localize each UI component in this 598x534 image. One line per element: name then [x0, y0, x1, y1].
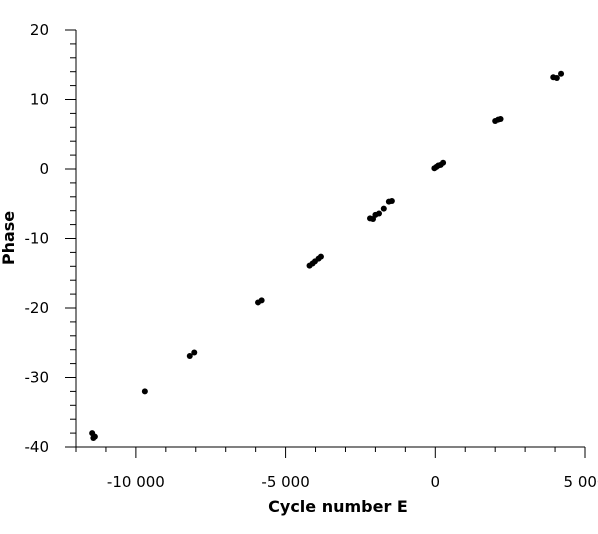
data-point [497, 115, 504, 122]
x-tick-label: 0 [431, 473, 441, 491]
data-point [91, 433, 98, 440]
y-tick-label: -40 [25, 438, 50, 456]
data-point [186, 352, 193, 359]
data-point [376, 210, 383, 217]
data-point [380, 205, 387, 212]
y-tick-label: 10 [30, 91, 49, 109]
y-tick-label: -20 [25, 299, 50, 317]
axes [75, 30, 585, 448]
data-point [440, 159, 447, 166]
y-tick-label: 20 [30, 21, 49, 39]
y-axis-title: Phase [0, 211, 18, 265]
data-point [388, 197, 395, 204]
x-tick-label: -10 000 [107, 473, 165, 491]
x-axis-title: Cycle number E [268, 497, 408, 516]
x-tick-label: 5 000 [564, 473, 598, 491]
ticks [65, 29, 586, 458]
data-point [191, 349, 198, 356]
y-tick-label: 0 [39, 160, 49, 178]
data-point [553, 74, 560, 81]
y-tick-label: -30 [25, 369, 50, 387]
x-tick-label: -5 000 [261, 473, 309, 491]
y-tick-label: -10 [25, 230, 50, 248]
data-point [258, 297, 265, 304]
data-point [317, 253, 324, 260]
tick-labels: -10 000 -5 000 0 5 000 -40 -30 -20 -10 0 10 20 [25, 21, 598, 491]
data-point [141, 388, 148, 395]
data-points [89, 70, 565, 441]
data-point [558, 70, 565, 77]
